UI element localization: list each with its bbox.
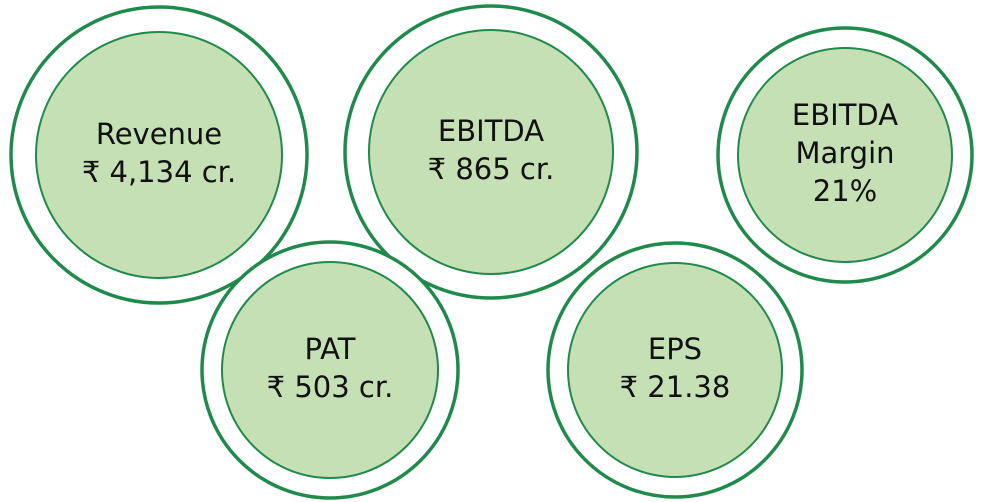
metric-text: Revenue: [96, 117, 222, 151]
metric-text: EPS: [648, 332, 702, 366]
inner-circle: [221, 261, 439, 479]
inner-circle: [368, 29, 614, 275]
metric-text: ₹ 4,134 cr.: [82, 155, 236, 189]
metric-text: Margin: [795, 136, 894, 170]
metric-text: EBITDA: [438, 114, 544, 148]
metric-text: PAT: [305, 332, 356, 366]
metric-text: 21%: [813, 174, 877, 208]
inner-circle: [737, 47, 953, 263]
metric-text: ₹ 503 cr.: [267, 370, 394, 404]
metric-text: ₹ 865 cr.: [428, 152, 555, 186]
metric-text: ₹ 21.38: [620, 370, 731, 404]
inner-circle: [567, 262, 783, 478]
inner-circle: [35, 31, 283, 279]
metric-text: EBITDA: [792, 98, 898, 132]
